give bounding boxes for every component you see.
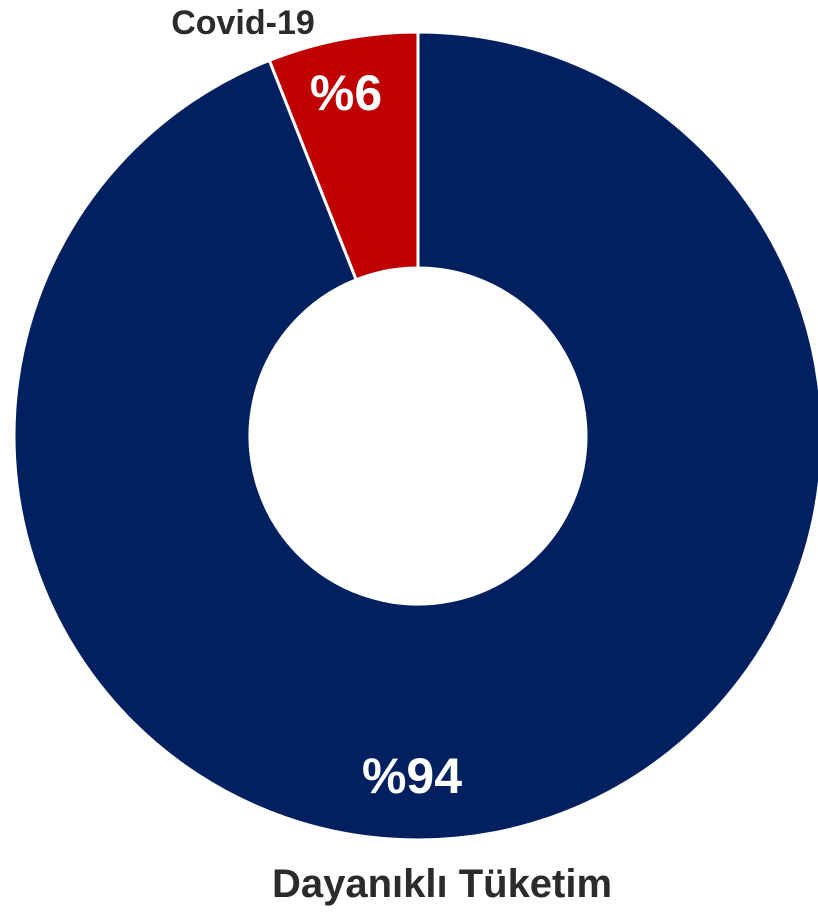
value-label-1: %94 <box>362 748 462 804</box>
category-label-0: Covid-19 <box>171 4 315 42</box>
category-label-1: Dayanıklı Tüketim <box>272 862 612 906</box>
value-label-0: %6 <box>310 65 382 121</box>
slice-dayan-kl-t-ketim <box>12 30 818 842</box>
donut-slices <box>12 30 818 842</box>
donut-labels: %6 %94 Covid-19 Dayanıklı Tüketim <box>171 4 612 906</box>
